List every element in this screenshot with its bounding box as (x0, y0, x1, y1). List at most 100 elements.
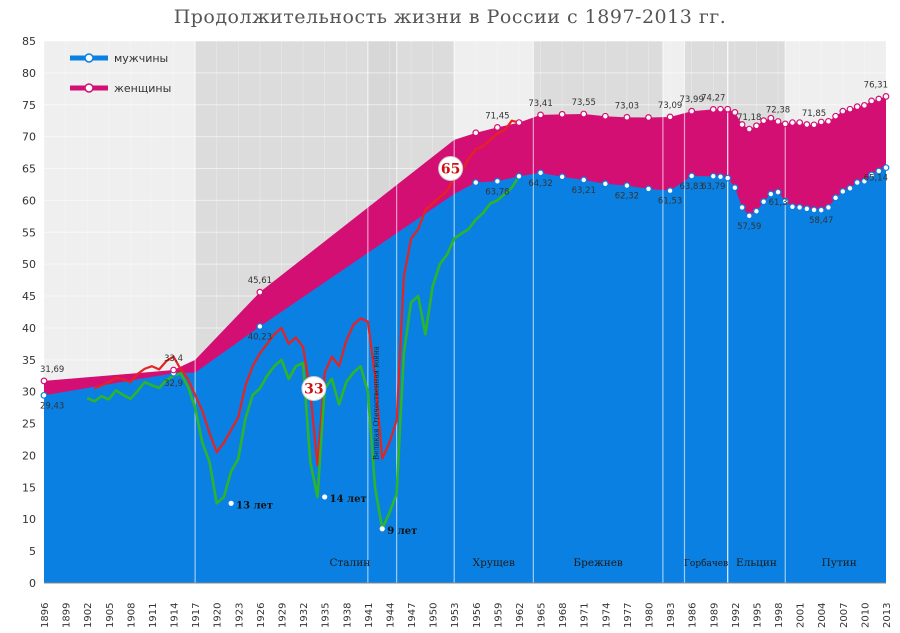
x-tick-label: 1902 (83, 603, 94, 628)
x-tick-label: 1896 (40, 603, 51, 628)
men-point (839, 188, 847, 195)
y-tick-label: 10 (22, 513, 36, 526)
y-tick-label: 20 (22, 449, 36, 462)
men-point (853, 179, 861, 186)
y-tick-label: 50 (22, 258, 36, 271)
legend: мужчины женщины (70, 52, 171, 95)
x-tick-label: 1968 (558, 603, 569, 628)
x-tick-label: 1908 (126, 603, 137, 628)
women-point (760, 117, 768, 125)
x-tick-label: 1929 (277, 603, 288, 628)
x-tick-label: 1941 (364, 603, 375, 628)
annotation-label: 14 лет (330, 494, 367, 505)
x-tick-label: 1995 (752, 603, 763, 628)
men-point (738, 204, 746, 211)
women-point (709, 106, 717, 113)
x-tick-label: 1983 (666, 603, 677, 628)
men-point (868, 171, 876, 179)
women-point (774, 118, 782, 125)
women-point (601, 112, 609, 120)
y-tick-label: 70 (22, 131, 36, 144)
x-tick-label: 1950 (429, 603, 440, 628)
data-label-women: 33,4 (164, 354, 183, 364)
x-tick-label: 2013 (882, 603, 893, 628)
age-marker-circle (438, 156, 464, 182)
y-tick-label: 15 (22, 481, 36, 494)
data-label-women: 71,18 (737, 113, 761, 123)
x-tick-label: 1920 (213, 603, 224, 628)
men-point (537, 169, 544, 177)
x-tick-label: 1926 (256, 603, 267, 628)
x-tick-label: 1932 (299, 603, 310, 628)
data-label-women: 73,09 (658, 101, 682, 111)
women-point (580, 110, 588, 118)
y-tick-label: 35 (22, 354, 36, 367)
x-tick-label: 1914 (170, 603, 181, 628)
women-point (645, 114, 652, 121)
women-point (717, 105, 724, 113)
x-tick-label: 1992 (731, 603, 742, 628)
data-label-men: 57,59 (737, 222, 761, 232)
legend-label: мужчины (114, 52, 168, 65)
data-label-women: 71,85 (802, 109, 826, 119)
men-point (645, 185, 652, 193)
age-marker-label: 65 (441, 162, 460, 178)
y-tick-label: 25 (22, 418, 36, 431)
data-label-men: 63,78 (485, 187, 509, 197)
period-label: Горбачев (684, 558, 728, 569)
data-label-women: 73,99 (680, 95, 704, 105)
women-point (724, 105, 732, 113)
x-tick-label: 1986 (688, 603, 699, 628)
data-label-men: 61,53 (658, 197, 682, 207)
men-point (846, 184, 854, 192)
y-tick-label: 60 (22, 194, 36, 207)
x-tick-label: 1935 (321, 603, 332, 628)
period-label: Брежнев (573, 557, 623, 569)
y-tick-label: 80 (22, 67, 36, 80)
women-point (868, 97, 876, 105)
data-label-men: 63,83 (680, 182, 704, 192)
men-point (832, 194, 840, 202)
x-tick-label: 2007 (839, 603, 850, 628)
x-tick-label: 1959 (493, 603, 504, 628)
men-point (781, 197, 789, 205)
data-label-women: 71,45 (485, 111, 509, 121)
data-label-men: 40,23 (248, 332, 272, 342)
data-label-women: 73,03 (615, 101, 639, 111)
period-label: Путин (822, 557, 857, 569)
x-tick-label: 1962 (515, 603, 526, 628)
x-tick-label: 1998 (774, 603, 785, 628)
legend-marker (84, 53, 94, 63)
women-point (810, 121, 818, 129)
men-area (44, 167, 886, 583)
x-tick-label: 1947 (407, 603, 418, 628)
y-tick-label: 65 (22, 163, 36, 176)
data-label-men: 65,14 (864, 174, 888, 184)
women-point (170, 366, 177, 374)
men-point (256, 323, 264, 330)
x-tick-label: 1905 (105, 603, 116, 628)
y-tick-label: 45 (22, 290, 36, 303)
men-point (753, 207, 760, 215)
women-point (839, 107, 847, 115)
data-label-women: 73,55 (572, 98, 596, 108)
y-tick-label: 85 (22, 35, 36, 48)
women-point (817, 118, 825, 126)
men-point (861, 177, 868, 185)
low-point-marker (228, 500, 234, 506)
men-point (623, 182, 631, 190)
x-tick-label: 1965 (537, 603, 548, 628)
x-tick-label: 1923 (234, 603, 245, 628)
men-point (789, 203, 796, 211)
men-point (558, 173, 566, 181)
men-annual-line (86, 175, 521, 531)
women-point (789, 119, 796, 127)
annotation-label: 9 лет (387, 526, 417, 537)
x-tick-label: 1974 (601, 603, 612, 628)
men-point (40, 391, 48, 399)
legend-marker (84, 83, 94, 93)
period-label: Сталин (329, 557, 370, 569)
age-marker-label: 33 (304, 382, 323, 398)
women-point (558, 110, 566, 118)
x-tick-label: 1977 (623, 603, 634, 628)
